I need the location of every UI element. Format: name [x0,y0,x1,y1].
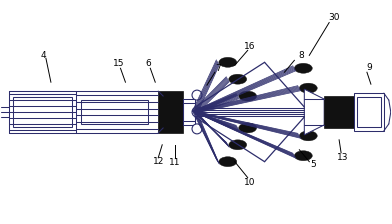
Ellipse shape [299,131,317,141]
Text: 6: 6 [145,59,151,68]
Text: 4: 4 [40,51,46,60]
Text: 8: 8 [298,51,304,60]
Text: 12: 12 [152,157,164,166]
Text: 9: 9 [366,63,372,72]
Ellipse shape [294,63,312,73]
Ellipse shape [219,57,237,67]
Ellipse shape [229,140,247,150]
Bar [357,97,381,127]
Bar [324,96,354,128]
Bar [354,93,384,131]
Circle shape [192,90,202,100]
Circle shape [192,124,202,134]
Text: 7: 7 [215,64,221,73]
Bar [158,91,183,133]
Bar [183,103,195,121]
Text: 11: 11 [169,158,181,167]
Text: 5: 5 [310,160,316,169]
Ellipse shape [299,83,317,93]
Ellipse shape [219,157,237,167]
Bar [13,97,72,127]
Bar [81,100,148,124]
Ellipse shape [294,151,312,161]
Text: 16: 16 [244,42,256,51]
Polygon shape [304,89,324,135]
Ellipse shape [239,91,257,101]
Text: 13: 13 [338,153,349,162]
Text: 30: 30 [328,13,340,22]
Circle shape [192,107,202,117]
Text: 15: 15 [113,59,124,68]
Ellipse shape [239,123,257,133]
Ellipse shape [229,74,247,84]
Text: 10: 10 [244,178,256,187]
Bar [183,99,195,125]
